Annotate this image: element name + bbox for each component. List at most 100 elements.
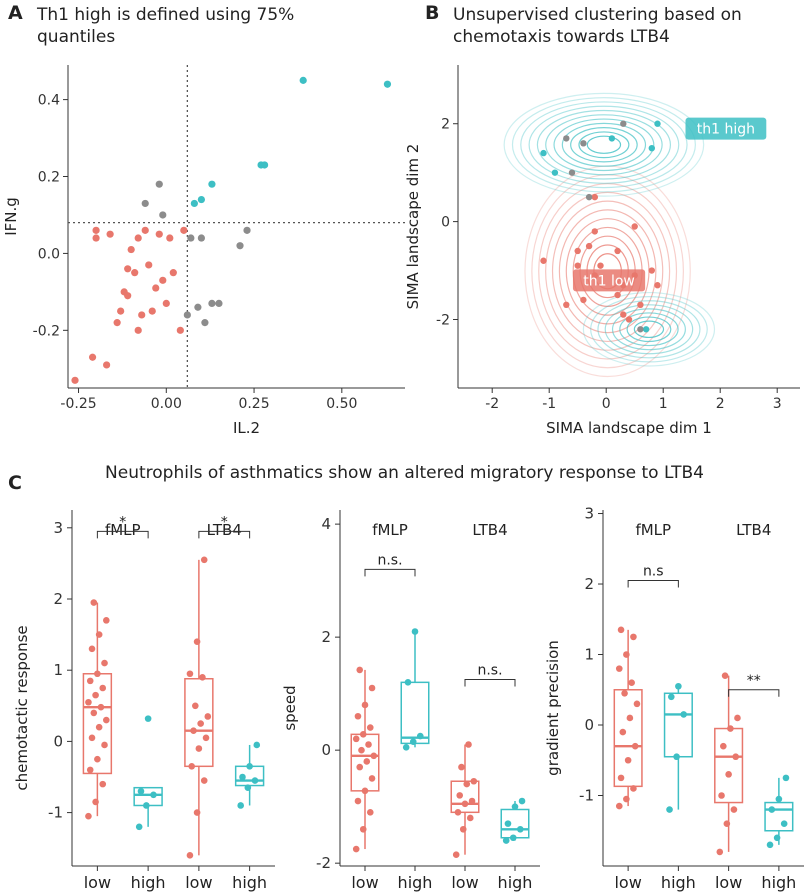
box-point [463,780,471,788]
contour-b-x-tick-label: 3 [773,396,782,412]
box-y-tick-label: 2 [321,628,331,646]
contour-b-x-tick-label: 0 [602,396,611,412]
box-point [90,599,98,606]
scatter-a-point-other [236,242,244,250]
contour-b-point-other [563,135,570,142]
panel-a-title-line2: quantiles [37,27,116,47]
box-x-tick-label: low [715,873,742,892]
box-point [624,756,632,764]
box-point [518,797,526,805]
box-significance-bracket [198,530,251,539]
box-point [202,734,210,742]
box-point [356,763,364,771]
contour-b-point-high [642,326,650,333]
contour-b-point-low [563,301,570,309]
box-point [354,797,362,805]
box-point [732,753,740,761]
box-point [502,837,510,844]
box-significance-label: ** [747,673,761,689]
scatter-a-x-tick-label: 0.25 [238,396,269,412]
box-y-tick-label: 0 [53,732,63,750]
box-point [370,752,378,760]
box-point [103,716,110,724]
box-x-tick-label: low [451,873,478,892]
box-x-tick-label: high [398,873,433,892]
box-significance-bracket [464,679,516,687]
contour-b-point-low [585,242,593,250]
contour-b-density-line [626,316,672,343]
box-point [368,684,376,692]
contour-b-density-line [536,109,672,180]
scatter-a-point-low [162,299,170,308]
scatter-a-y-tick-label: 0.2 [38,170,60,186]
contour-b-point-high [540,149,547,157]
box-point [94,670,101,678]
contour-b-point-low [540,257,547,264]
contour-b-density-line [586,135,622,154]
scatter-a-point-high [299,76,307,84]
box-point [623,651,630,658]
box-significance-label: n.s. [377,552,402,568]
box-iqr [400,681,430,745]
contour-b-density-line [553,118,655,172]
contour-b-density-line [551,200,664,343]
box-x-tick-label: high [131,873,166,892]
box-point [452,851,460,858]
box-point [775,795,783,803]
box-point [456,792,464,799]
box-point [365,741,372,748]
box-point [95,631,103,638]
box-point [368,775,376,782]
box-point [621,689,628,697]
contour-b-density-line [619,312,679,347]
contour-b-point-other [580,140,587,147]
panel-c-title: Neutrophils of asthmatics show an altere… [105,463,704,483]
contour-b-x-label: SIMA landscape dim 1 [546,419,712,437]
scatter-a-point-low [148,307,156,315]
scatter-a-point-low [141,226,149,234]
box-y-tick-label: -1 [48,804,63,822]
box-y-tick-label: 1 [584,646,594,664]
box-point [103,617,110,624]
contour-b-point-low [648,267,655,274]
contour-b-y-tick-label: 2 [441,117,450,133]
box-point [366,809,374,816]
box-y-label: chemotactic response [13,625,31,790]
box-point [411,628,419,635]
scatter-a-point-other [155,180,163,188]
box-point [244,784,252,791]
scatter-a-point-low [169,269,177,277]
box-point [516,825,524,833]
box-point [623,795,630,803]
box-point [667,693,675,701]
box-point [356,666,364,674]
box-point [352,735,360,743]
box-y-tick-label: 2 [53,590,63,608]
box-x-tick-label: low [351,873,378,892]
contour-b-point-low [574,247,581,255]
contour-b-density-line [570,127,638,163]
box-point [617,626,625,634]
box-point [725,771,732,778]
scatter-a-point-low [103,361,111,369]
box-y-label: gradient precision [544,640,562,776]
contour-b: -2 -1 0 1 2 3 -2 0 2 th1 high th1 low SIMA landscap… [404,65,800,437]
scatter-a-point-low [106,230,114,238]
box-point [454,809,462,816]
scatter-a-point-low [124,292,132,300]
scatter-a-x-label: IL.2 [233,419,260,437]
box-point [359,825,367,833]
contour-b-density-line [578,131,630,159]
panel-a-title: Th1 high is defined using 75% quantiles [37,4,294,48]
box-point [95,723,103,731]
box-iqr [764,801,794,832]
scatter-a-point-other [197,234,205,242]
box-point [90,709,98,717]
box-point [197,720,204,727]
contour-b-point-low [591,193,598,201]
box-point [94,755,101,763]
box-significance-bracket [627,579,679,588]
box-point [195,745,203,752]
